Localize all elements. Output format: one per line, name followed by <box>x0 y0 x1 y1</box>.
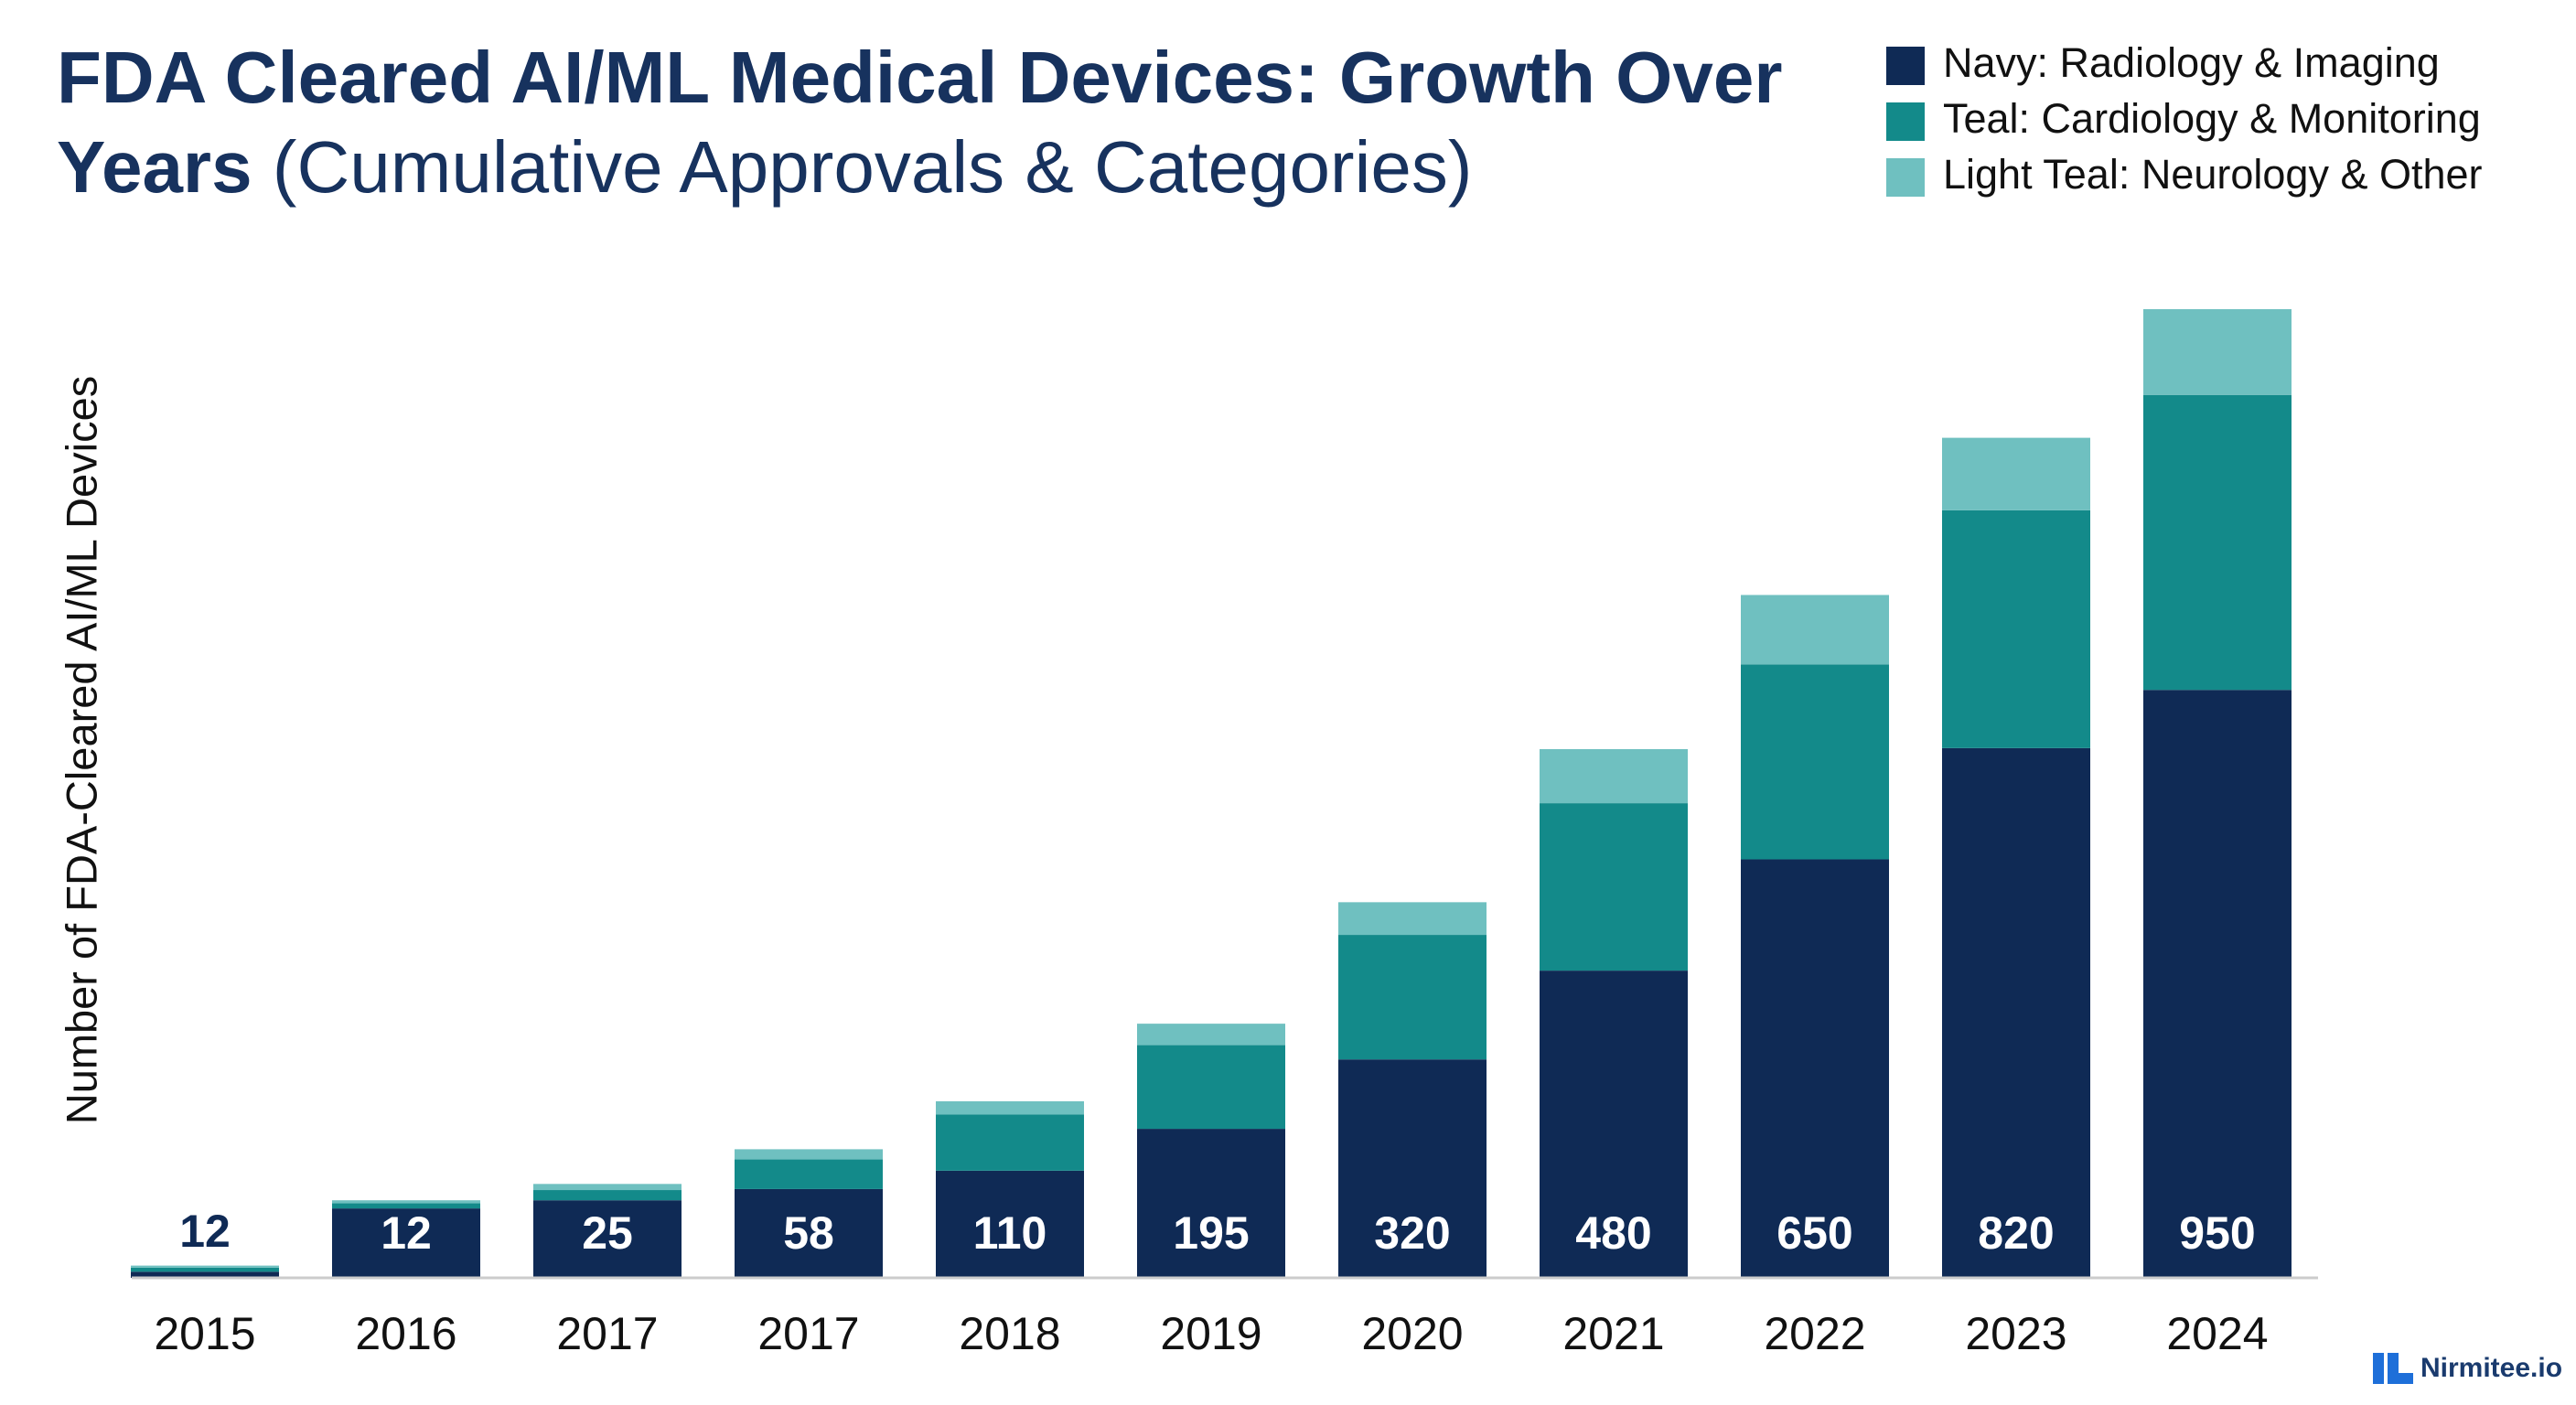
bar-segment <box>332 1200 480 1204</box>
x-tick-label: 2017 <box>556 1308 658 1359</box>
bar-segment <box>2143 309 2292 395</box>
total-label: 12 <box>381 1207 432 1259</box>
logo-icon <box>2388 1373 2413 1384</box>
y-axis-label: Number of FDA-Cleared AI/ML Devices <box>57 376 105 1124</box>
bar-segment <box>735 1149 883 1160</box>
total-label: 58 <box>783 1207 834 1259</box>
bar-segment <box>1741 859 1889 1278</box>
bar-segment <box>1137 1129 1285 1278</box>
bar-segment <box>533 1190 682 1201</box>
total-label: 820 <box>1978 1207 2054 1259</box>
bar-segment <box>1540 748 1688 804</box>
bar-segment <box>1137 1045 1285 1130</box>
bar-segment <box>735 1159 883 1189</box>
bar-segment <box>2143 690 2292 1278</box>
bar-segment <box>1942 509 2090 748</box>
x-tick-label: 2020 <box>1361 1308 1463 1359</box>
total-label: 950 <box>2179 1207 2255 1259</box>
legend-swatch <box>1886 47 1925 85</box>
bar-segment <box>1942 747 2090 1278</box>
bar-segment <box>1338 902 1487 936</box>
bar-segment <box>533 1184 682 1191</box>
bar-segment <box>332 1208 480 1278</box>
watermark: Nirmitee.io <box>2420 1353 2562 1383</box>
bar-segment <box>1741 595 1889 665</box>
bar-segment <box>1338 1059 1487 1278</box>
bar-segment <box>533 1200 682 1278</box>
x-tick-label: 2018 <box>959 1308 1060 1359</box>
chart-subtitle: (Cumulative Approvals & Categories) <box>272 126 1473 208</box>
total-label: 480 <box>1575 1207 1651 1259</box>
total-label: 110 <box>973 1207 1047 1259</box>
total-label: 12 <box>179 1206 231 1257</box>
bar-segment <box>936 1100 1084 1115</box>
x-tick-label: 2022 <box>1764 1308 1865 1359</box>
bar-segment <box>1741 664 1889 860</box>
x-tick-label: 2019 <box>1160 1308 1261 1359</box>
bar-segment <box>1137 1024 1285 1046</box>
bar-segment <box>936 1170 1084 1278</box>
x-tick-label: 2024 <box>2166 1308 2268 1359</box>
bar-segment <box>2143 394 2292 691</box>
bar-segment <box>1338 935 1487 1060</box>
legend-swatch <box>1886 158 1925 197</box>
x-tick-label: 2016 <box>355 1308 456 1359</box>
x-tick-label: 2017 <box>757 1308 859 1359</box>
bar-segment <box>1942 437 2090 510</box>
bar-segment <box>131 1267 279 1272</box>
total-label: 320 <box>1374 1207 1450 1259</box>
bar-segment <box>131 1271 279 1278</box>
x-tick-label: 2023 <box>1965 1308 2066 1359</box>
legend-label: Light Teal: Neurology & Other <box>1943 151 2483 198</box>
total-label: 650 <box>1776 1207 1852 1259</box>
legend-swatch <box>1886 102 1925 141</box>
bar-segment <box>332 1203 480 1209</box>
bar-segment <box>131 1265 279 1268</box>
legend-label: Navy: Radiology & Imaging <box>1943 39 2440 86</box>
total-label: 25 <box>582 1207 633 1259</box>
title-block: FDA Cleared AI/ML Medical Devices: Growt… <box>57 33 1841 212</box>
bar-segment <box>936 1114 1084 1171</box>
bar-segment <box>1540 971 1688 1278</box>
bar-segment <box>735 1188 883 1278</box>
x-tick-label: 2021 <box>1562 1308 1664 1359</box>
x-tick-label: 2015 <box>154 1308 255 1359</box>
logo-icon <box>2373 1353 2384 1384</box>
bar-segment <box>1540 803 1688 971</box>
legend-label: Teal: Cardiology & Monitoring <box>1943 95 2481 142</box>
chart-title: FDA Cleared AI/ML Medical Devices: Growt… <box>57 37 1783 208</box>
total-label: 195 <box>1173 1207 1249 1259</box>
